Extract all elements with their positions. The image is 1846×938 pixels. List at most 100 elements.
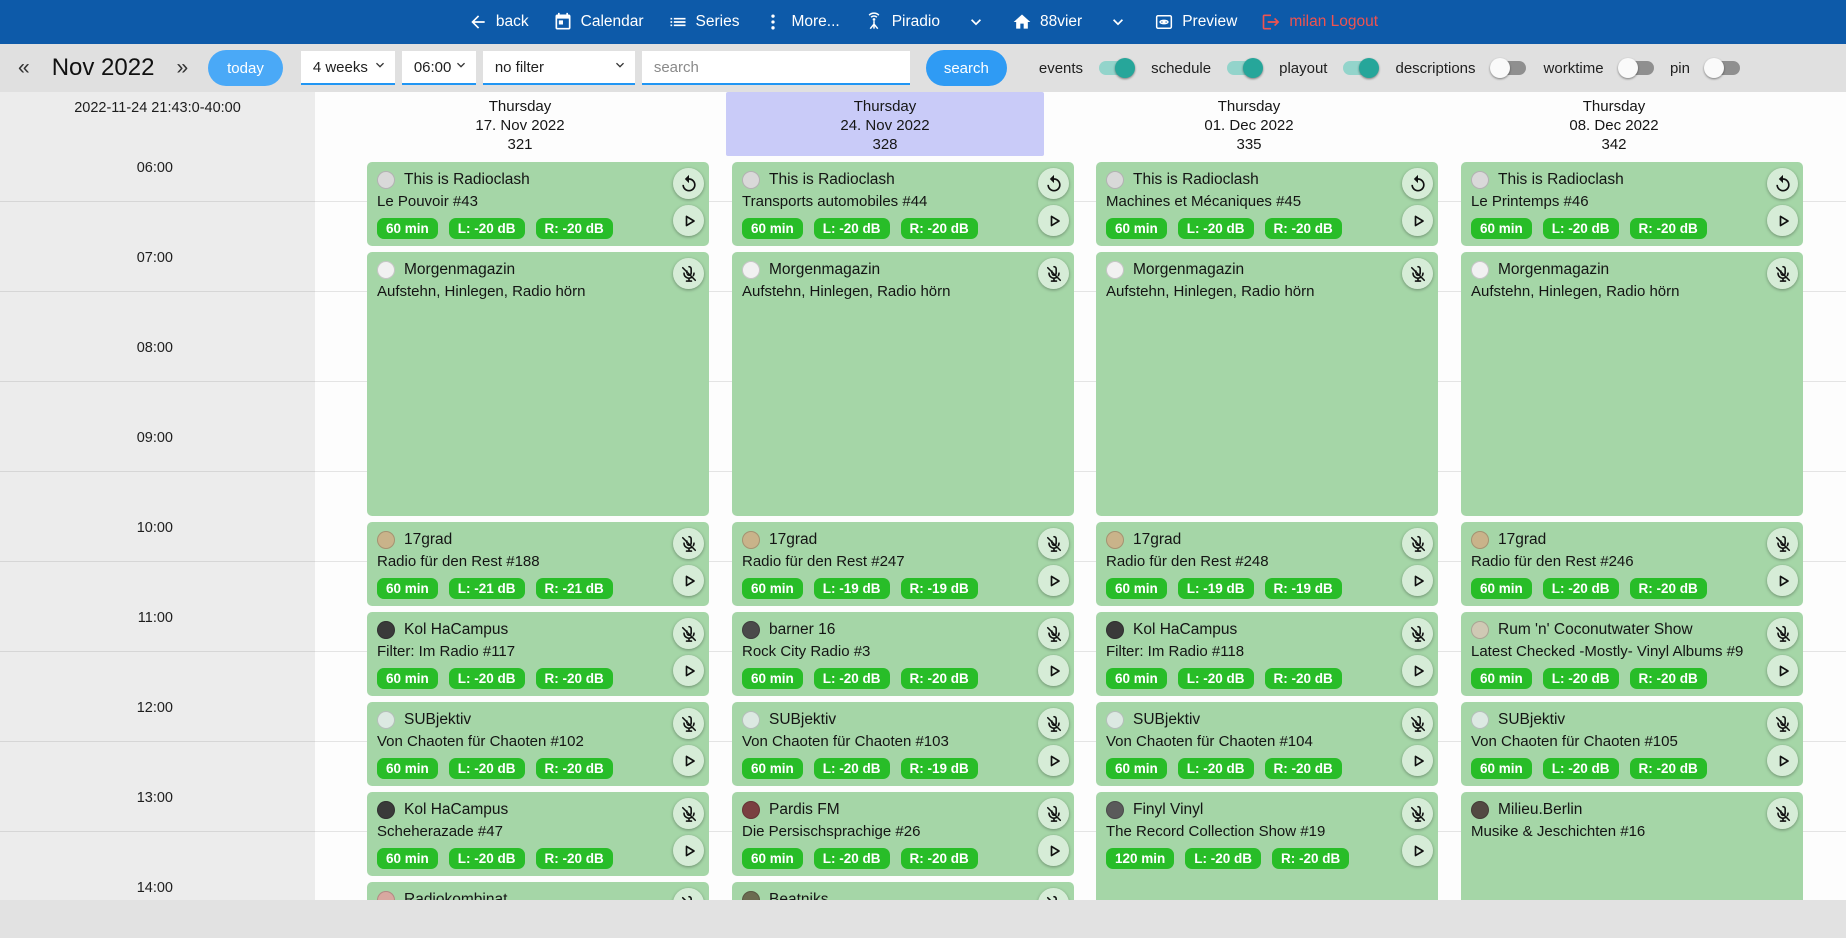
mute-icon[interactable] — [1767, 618, 1798, 649]
event-card[interactable]: Milieu.Berlin Musike & Jeschichten #16 — [1461, 792, 1803, 900]
play-icon[interactable] — [1767, 745, 1798, 776]
mute-icon[interactable] — [1038, 888, 1069, 900]
mute-icon[interactable] — [1038, 258, 1069, 289]
play-icon[interactable] — [1402, 565, 1433, 596]
event-card[interactable]: Kol HaCampus Filter: Im Radio #118 60 min L… — [1096, 612, 1438, 696]
play-icon[interactable] — [1767, 655, 1798, 686]
event-card[interactable]: Radiokombinat — [367, 882, 709, 900]
event-card[interactable]: 17grad Radio für den Rest #246 60 min L: -2… — [1461, 522, 1803, 606]
nav-station-expand[interactable] — [1108, 12, 1128, 32]
replay-icon[interactable] — [1767, 168, 1798, 199]
event-card[interactable]: This is Radioclash Machines et Mécaniques… — [1096, 162, 1438, 246]
event-card[interactable]: Kol HaCampus Filter: Im Radio #117 60 min L… — [367, 612, 709, 696]
nav-more[interactable]: More... — [763, 12, 840, 32]
mute-icon[interactable] — [1767, 708, 1798, 739]
pin-toggle[interactable] — [1704, 58, 1742, 78]
play-icon[interactable] — [673, 205, 704, 236]
nav-back[interactable]: back — [468, 12, 529, 32]
day-column-header[interactable]: Thursday 08. Dec 2022 342 — [1455, 92, 1773, 156]
mute-icon[interactable] — [1402, 798, 1433, 829]
hour-gridline-gutter — [0, 561, 315, 562]
play-icon[interactable] — [1402, 205, 1433, 236]
schedule-toggle[interactable] — [1225, 58, 1264, 78]
day-column-header[interactable]: Thursday 24. Nov 2022 328 — [726, 92, 1044, 156]
nav-series[interactable]: Series — [668, 12, 739, 32]
search-input[interactable] — [641, 51, 910, 85]
event-card[interactable]: SUBjektiv Von Chaoten für Chaoten #103 60 … — [732, 702, 1074, 786]
event-card[interactable]: Finyl Vinyl The Record Collection Show #1… — [1096, 792, 1438, 900]
mute-icon[interactable] — [1038, 528, 1069, 559]
mute-icon[interactable] — [673, 618, 704, 649]
play-icon[interactable] — [1038, 745, 1069, 776]
event-card[interactable]: 17grad Radio für den Rest #188 60 min L: -2… — [367, 522, 709, 606]
mute-icon[interactable] — [1767, 528, 1798, 559]
descriptions-toggle[interactable] — [1489, 58, 1528, 78]
replay-icon[interactable] — [673, 168, 704, 199]
play-icon[interactable] — [1402, 835, 1433, 866]
next-period-button[interactable]: » — [176, 56, 189, 79]
start-time-select[interactable]: 06:00 — [401, 51, 476, 85]
day-column-header[interactable]: Thursday 17. Nov 2022 321 — [361, 92, 679, 156]
mute-icon[interactable] — [1767, 258, 1798, 289]
event-card[interactable]: Beatniks — [732, 882, 1074, 900]
range-select[interactable]: 4 weeks — [300, 51, 395, 85]
replay-icon[interactable] — [1402, 168, 1433, 199]
mute-icon[interactable] — [1402, 618, 1433, 649]
nav-logout[interactable]: milan Logout — [1261, 12, 1378, 32]
mute-icon[interactable] — [1402, 528, 1433, 559]
play-icon[interactable] — [673, 835, 704, 866]
play-icon[interactable] — [673, 745, 704, 776]
event-card[interactable]: Morgenmagazin Aufstehn, Hinlegen, Radio h… — [1461, 252, 1803, 516]
play-icon[interactable] — [1038, 565, 1069, 596]
event-card[interactable]: 17grad Radio für den Rest #248 60 min L: -1… — [1096, 522, 1438, 606]
event-card[interactable]: 17grad Radio für den Rest #247 60 min L: -1… — [732, 522, 1074, 606]
event-card[interactable]: SUBjektiv Von Chaoten für Chaoten #104 60 … — [1096, 702, 1438, 786]
events-toggle[interactable] — [1097, 58, 1136, 78]
play-icon[interactable] — [1767, 565, 1798, 596]
nav-station[interactable]: 88vier — [1012, 12, 1082, 32]
event-card[interactable]: This is Radioclash Le Printemps #46 60 min… — [1461, 162, 1803, 246]
playout-toggle[interactable] — [1341, 58, 1380, 78]
mute-icon[interactable] — [673, 258, 704, 289]
nav-piradio-expand[interactable] — [966, 12, 986, 32]
mute-icon[interactable] — [1767, 798, 1798, 829]
mute-icon[interactable] — [673, 528, 704, 559]
filter-select[interactable]: no filter — [482, 51, 635, 85]
nav-preview[interactable]: Preview — [1154, 12, 1237, 32]
mute-icon[interactable] — [1038, 708, 1069, 739]
play-icon[interactable] — [1038, 655, 1069, 686]
event-card[interactable]: Morgenmagazin Aufstehn, Hinlegen, Radio h… — [367, 252, 709, 516]
play-icon[interactable] — [1402, 655, 1433, 686]
play-icon[interactable] — [1038, 835, 1069, 866]
event-card[interactable]: Morgenmagazin Aufstehn, Hinlegen, Radio h… — [1096, 252, 1438, 516]
mute-icon[interactable] — [1038, 798, 1069, 829]
replay-icon[interactable] — [1038, 168, 1069, 199]
event-card[interactable]: This is Radioclash Transports automobiles… — [732, 162, 1074, 246]
play-icon[interactable] — [1402, 745, 1433, 776]
event-card[interactable]: Kol HaCampus Scheherazade #47 60 min L: -20… — [367, 792, 709, 876]
mute-icon[interactable] — [673, 708, 704, 739]
mute-icon[interactable] — [1038, 618, 1069, 649]
event-card[interactable]: Morgenmagazin Aufstehn, Hinlegen, Radio h… — [732, 252, 1074, 516]
event-card[interactable]: Rum 'n' Coconutwater Show Latest Checked … — [1461, 612, 1803, 696]
nav-piradio[interactable]: Piradio — [864, 12, 940, 32]
mute-icon[interactable] — [1402, 708, 1433, 739]
event-card[interactable]: Pardis FM Die Persischsprachige #26 60 min… — [732, 792, 1074, 876]
day-column-header[interactable]: Thursday 01. Dec 2022 335 — [1090, 92, 1408, 156]
event-card[interactable]: This is Radioclash Le Pouvoir #43 60 min L:… — [367, 162, 709, 246]
event-card[interactable]: barner 16 Rock City Radio #3 60 min L: -20 … — [732, 612, 1074, 696]
mute-icon[interactable] — [673, 888, 704, 900]
play-icon[interactable] — [1767, 205, 1798, 236]
mute-icon[interactable] — [673, 798, 704, 829]
play-icon[interactable] — [1038, 205, 1069, 236]
play-icon[interactable] — [673, 565, 704, 596]
prev-period-button[interactable]: « — [18, 56, 30, 79]
nav-calendar[interactable]: Calendar — [553, 12, 644, 32]
search-button[interactable]: search — [925, 50, 1007, 86]
play-icon[interactable] — [673, 655, 704, 686]
event-card[interactable]: SUBjektiv Von Chaoten für Chaoten #105 60 … — [1461, 702, 1803, 786]
mute-icon[interactable] — [1402, 258, 1433, 289]
today-button[interactable]: today — [208, 50, 283, 86]
worktime-toggle[interactable] — [1617, 58, 1656, 78]
event-card[interactable]: SUBjektiv Von Chaoten für Chaoten #102 60 … — [367, 702, 709, 786]
